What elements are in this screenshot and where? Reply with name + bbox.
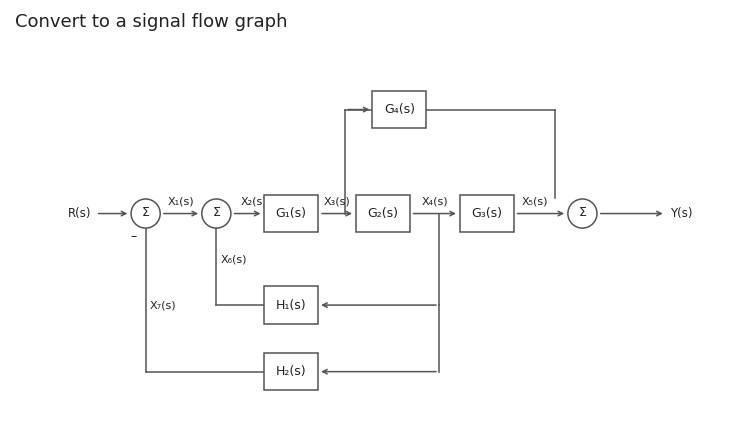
Bar [264, 195, 319, 232]
Text: G₂(s): G₂(s) [367, 207, 398, 220]
Text: X₃(s): X₃(s) [324, 196, 350, 206]
Text: G₃(s): G₃(s) [471, 207, 502, 220]
Text: R(s): R(s) [68, 207, 92, 220]
Text: X₄(s): X₄(s) [422, 196, 448, 206]
Text: X₇(s): X₇(s) [150, 300, 176, 310]
Text: $\Sigma$: $\Sigma$ [578, 206, 587, 219]
Bar [372, 91, 426, 128]
Text: $\Sigma$: $\Sigma$ [212, 206, 221, 219]
Text: H₂(s): H₂(s) [276, 365, 306, 378]
Text: X₁(s): X₁(s) [168, 196, 194, 206]
Text: X₅(s): X₅(s) [521, 196, 548, 206]
Text: H₁(s): H₁(s) [276, 298, 306, 312]
Bar [264, 353, 319, 390]
Text: G₄(s): G₄(s) [384, 103, 415, 116]
Text: X₂(s): X₂(s) [240, 196, 267, 206]
Text: Convert to a signal flow graph: Convert to a signal flow graph [15, 13, 288, 31]
Text: X₆(s): X₆(s) [221, 254, 247, 264]
Text: $\Sigma$: $\Sigma$ [141, 206, 150, 219]
Bar [355, 195, 410, 232]
Bar [460, 195, 514, 232]
Text: –: – [130, 230, 136, 243]
Text: G₁(s): G₁(s) [276, 207, 306, 220]
Bar [264, 286, 319, 324]
Text: Y(s): Y(s) [669, 207, 692, 220]
